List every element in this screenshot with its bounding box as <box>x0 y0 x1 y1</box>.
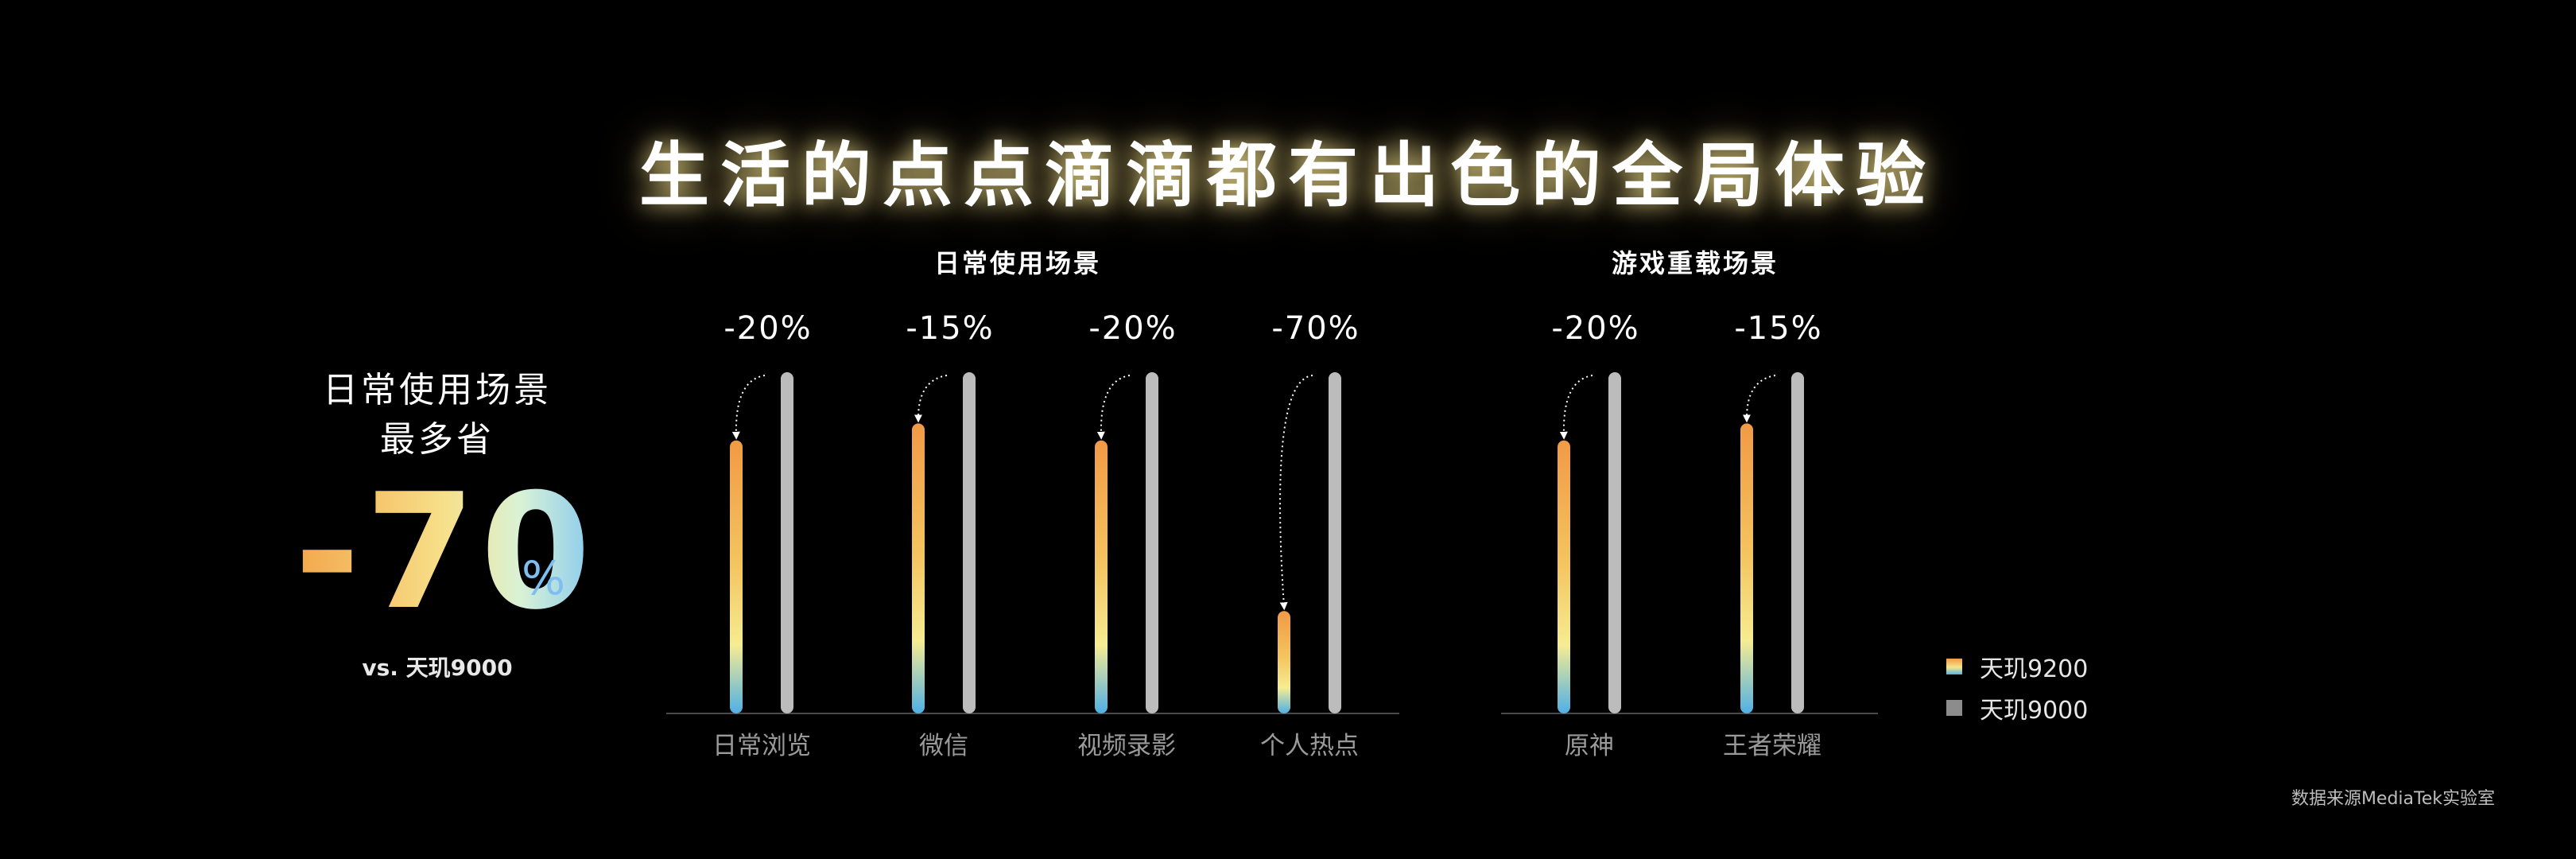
bar-tianji9000 <box>1146 372 1158 713</box>
summary-comparison: vs. 天玑9000 <box>362 655 513 681</box>
legend-swatch-grey <box>1946 700 1962 716</box>
bar-tianji9000 <box>781 372 793 713</box>
change-arrow <box>914 375 948 423</box>
page-title: 生活的点点滴滴都有出色的全局体验 <box>638 134 1937 216</box>
data-source-note: 数据来源MediaTek实验室 <box>2291 789 2495 809</box>
summary-unit: % <box>522 551 566 605</box>
bar-tianji9000 <box>1329 372 1341 713</box>
bar-tianji9200 <box>912 423 925 713</box>
bar-tianji9200 <box>730 440 743 713</box>
bar-tianji9200 <box>1278 611 1290 713</box>
bar-tianji9000 <box>1608 372 1621 713</box>
legend-swatch-gradient <box>1946 659 1962 674</box>
category-label: 视频录影 <box>1077 732 1176 760</box>
bar-tianji9200 <box>1095 440 1108 713</box>
change-label: -15% <box>1734 310 1822 347</box>
change-arrow <box>731 375 766 440</box>
legend-label: 天玑9200 <box>1980 655 2089 683</box>
category-label: 王者荣耀 <box>1723 732 1821 760</box>
category-label: 个人热点 <box>1260 732 1359 760</box>
legend-item-9000: 天玑9000 <box>1946 687 2088 729</box>
chart-title: 日常使用场景 <box>934 248 1101 278</box>
category-label: 微信 <box>919 732 968 760</box>
change-label: -20% <box>1088 310 1177 347</box>
change-label: -70% <box>1271 310 1360 347</box>
change-arrow <box>1559 375 1593 440</box>
bar-tianji9000 <box>1791 372 1804 713</box>
legend-item-9200: 天玑9200 <box>1946 646 2088 687</box>
change-label: -20% <box>1551 310 1639 347</box>
change-arrow <box>1096 375 1131 440</box>
bar-tianji9200 <box>1740 423 1753 713</box>
summary-line-1: 日常使用场景 <box>323 370 552 410</box>
bar-tianji9000 <box>963 372 976 713</box>
legend: 天玑9200 天玑9000 <box>1946 646 2088 729</box>
chart-title: 游戏重载场景 <box>1612 248 1779 278</box>
summary-line-2: 最多省 <box>380 419 495 460</box>
category-label: 日常浏览 <box>712 732 811 760</box>
bar-tianji9200 <box>1558 440 1570 713</box>
summary-block: 日常使用场景 最多省 <box>262 366 612 464</box>
category-label: 原神 <box>1565 732 1614 760</box>
legend-label: 天玑9000 <box>1980 697 2089 725</box>
change-arrow <box>1279 375 1313 611</box>
summary-value: -70 <box>294 460 596 645</box>
change-arrow <box>1742 375 1776 423</box>
change-label: -20% <box>724 310 812 347</box>
change-label: -15% <box>906 310 994 347</box>
